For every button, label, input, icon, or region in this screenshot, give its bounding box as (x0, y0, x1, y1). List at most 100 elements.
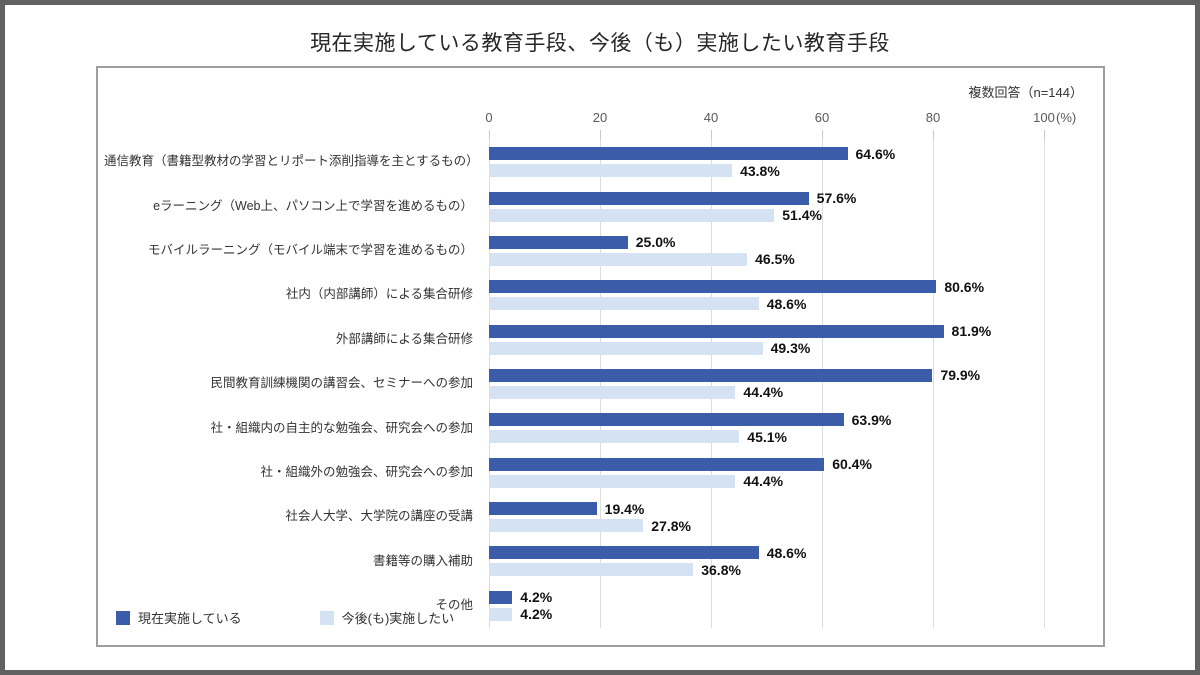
x-tickmark (489, 130, 490, 140)
bar-future: 44.4% (489, 384, 783, 400)
x-tickmark (600, 130, 601, 140)
bar-current: 48.6% (489, 545, 806, 561)
bar-current: 60.4% (489, 456, 872, 472)
x-tickmark (933, 130, 934, 140)
bar-row: 64.6% 43.8% (489, 140, 1044, 184)
bar-value-label: 36.8% (701, 561, 741, 578)
bar-value-label: 44.4% (743, 473, 784, 490)
bar-row: 25.0% 46.5% (489, 229, 1044, 273)
gridline (600, 140, 601, 628)
bar-row: 60.4% 44.4% (489, 451, 1044, 495)
bar-row: 19.4% 27.8% (489, 495, 1044, 539)
category-label: 社会人大学、大学院の講座の受講 (285, 509, 473, 524)
bar-current: 63.9% (489, 412, 891, 428)
category-label: 社内（内部講師）による集合研修 (285, 287, 473, 302)
legend-swatch-icon (116, 610, 130, 625)
bar-current: 81.9% (489, 323, 991, 339)
bar-rows: 64.6% 43.8% 57.6% 51.4% 25.0% 46.5% 80.6% 48.6%… (489, 140, 1044, 628)
bar-value-label: 48.6% (766, 544, 807, 561)
bar-future: 4.2% (489, 606, 552, 622)
bar-value-label: 60.4% (832, 456, 872, 473)
gridline (489, 140, 490, 628)
bar-future: 51.4% (489, 207, 822, 223)
bar-current: 80.6% (489, 279, 984, 295)
x-tickmark (1044, 130, 1045, 140)
gridline (711, 140, 712, 628)
x-axis-tickmarks (489, 130, 1045, 140)
bar-future: 45.1% (489, 429, 787, 445)
category-label: 社・組織外の勉強会、研究会への参加 (260, 464, 473, 479)
plot-area: 64.6% 43.8% 57.6% 51.4% 25.0% 46.5% 80.6% 48.6%… (489, 140, 1045, 628)
bar-current: 57.6% (489, 190, 856, 206)
bar-value-label: 63.9% (851, 411, 892, 428)
bar-row: 57.6% 51.4% (489, 184, 1044, 228)
category-label: モバイルラーニング（モバイル端末で学習を進めるもの） (147, 243, 473, 258)
bar-future: 49.3% (489, 340, 810, 356)
x-tickmark (822, 130, 823, 140)
x-tick-label: 60 (814, 110, 830, 125)
bar-current: 19.4% (489, 501, 644, 517)
bar-row: 81.9% 49.3% (489, 317, 1044, 361)
sample-size-note: 複数回答（n=144） (968, 85, 1083, 100)
bar-value-label: 48.6% (766, 295, 807, 312)
bar-value-label: 45.1% (747, 428, 787, 445)
bar-value-label: 27.8% (651, 517, 691, 534)
category-label: 外部講師による集合研修 (335, 331, 473, 346)
bar-future: 27.8% (489, 518, 691, 534)
legend: 現在実施している 今後(も)実施したい (116, 608, 454, 627)
bar-value-label: 25.0% (635, 234, 676, 251)
bar-value-label: 57.6% (816, 190, 857, 207)
gridline (1044, 140, 1045, 628)
x-tickmark (711, 130, 712, 140)
category-label: 書籍等の購入補助 (372, 553, 473, 568)
bar-value-label: 44.4% (743, 384, 784, 401)
bar-value-label: 80.6% (944, 278, 985, 295)
x-tick-label: 80 (925, 110, 941, 125)
legend-label: 現在実施している (138, 611, 242, 626)
bar-current: 25.0% (489, 234, 675, 250)
x-tick-label: 0 (485, 110, 493, 125)
chart-title: 現在実施している教育手段、今後（も）実施したい教育手段 (310, 32, 890, 55)
legend-swatch-icon (319, 610, 334, 625)
category-axis-labels: 通信教育（書籍型教材の学習とリポート添削指導を主とするもの） eラーニング（Web… (104, 140, 481, 628)
category-label: 民間教育訓練機関の講習会、セミナーへの参加 (210, 376, 473, 391)
x-axis-unit-label: (%) (1056, 110, 1077, 125)
bar-row: 4.2% 4.2% (489, 584, 1044, 628)
bar-value-label: 81.9% (951, 323, 992, 340)
bar-row: 80.6% 48.6% (489, 273, 1044, 317)
bar-row: 79.9% 44.4% (489, 362, 1044, 406)
bar-value-label: 43.8% (740, 162, 780, 179)
bar-future: 44.4% (489, 473, 783, 489)
bar-value-label: 19.4% (604, 500, 645, 517)
bar-future: 36.8% (489, 562, 741, 578)
bar-current: 64.6% (489, 146, 895, 162)
gridline (933, 140, 934, 628)
bar-row: 63.9% 45.1% (489, 406, 1044, 450)
chart-panel: 複数回答（n=144） (%) 0 20 40 60 80 100 通信教育（書籍型教材の… (96, 66, 1105, 647)
legend-item: 現在実施している (116, 608, 242, 627)
gridline (822, 140, 823, 628)
bar-value-label: 64.6% (855, 145, 896, 162)
bar-value-label: 46.5% (755, 251, 795, 268)
bar-future: 48.6% (489, 296, 806, 312)
x-tick-label: 40 (703, 110, 719, 125)
category-label: 通信教育（書籍型教材の学習とリポート添削指導を主とするもの） (104, 154, 479, 169)
legend-label: 今後(も)実施したい (341, 611, 455, 626)
bar-future: 46.5% (489, 251, 795, 267)
bar-value-label: 4.2% (520, 589, 553, 606)
x-tick-label: 100 (1033, 110, 1055, 125)
category-label: その他 (435, 597, 473, 612)
bar-value-label: 4.2% (520, 606, 553, 623)
x-tick-label: 20 (592, 110, 608, 125)
bar-value-label: 49.3% (770, 340, 811, 357)
bar-future: 43.8% (489, 163, 780, 179)
category-label: eラーニング（Web上、パソコン上で学習を進めるもの） (153, 198, 473, 213)
category-label: 社・組織内の自主的な勉強会、研究会への参加 (210, 420, 473, 435)
bar-row: 48.6% 36.8% (489, 539, 1044, 583)
x-axis-tick-labels: (%) 0 20 40 60 80 100 (485, 110, 1076, 126)
bar-current: 79.9% (489, 367, 980, 383)
bar-value-label: 79.9% (940, 367, 981, 384)
bar-value-label: 51.4% (782, 207, 822, 224)
legend-item: 今後(も)実施したい (319, 608, 455, 627)
